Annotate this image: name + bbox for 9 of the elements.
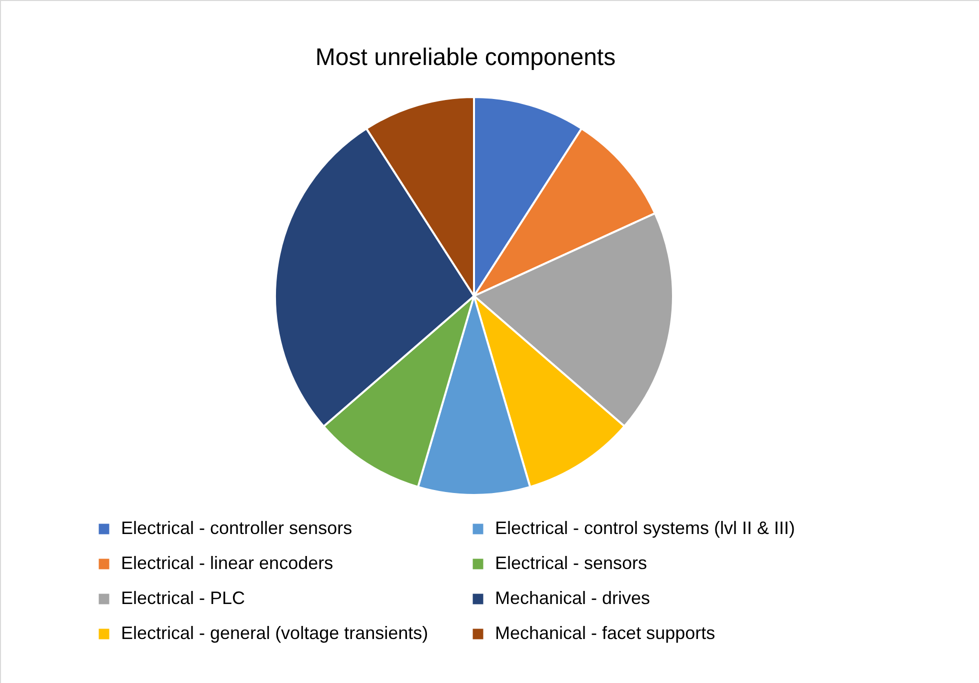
chart-title: Most unreliable components xyxy=(315,44,616,71)
legend-label: Electrical - control systems (lvl II & III) xyxy=(495,518,796,538)
legend-label: Electrical - general (voltage transients) xyxy=(121,623,428,643)
legend-label: Electrical - PLC xyxy=(121,588,246,608)
legend-label: Electrical - linear encoders xyxy=(121,553,334,573)
legend-label: Electrical - controller sensors xyxy=(121,518,352,538)
legend-label: Mechanical - drives xyxy=(495,588,650,608)
legend-label: Electrical - sensors xyxy=(495,553,648,573)
legend-label: Mechanical - facet supports xyxy=(495,623,716,643)
